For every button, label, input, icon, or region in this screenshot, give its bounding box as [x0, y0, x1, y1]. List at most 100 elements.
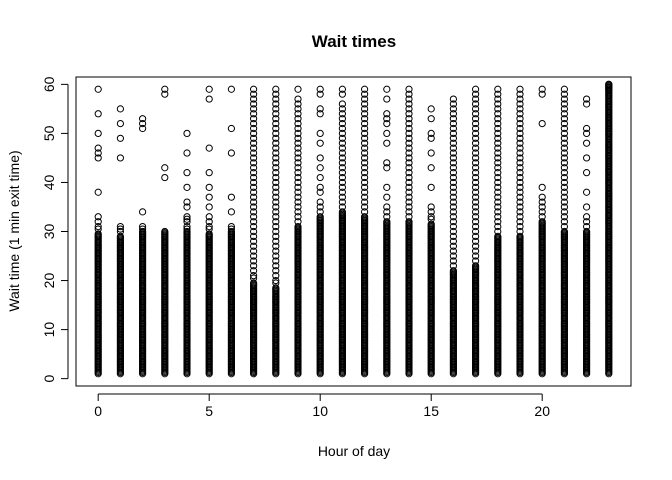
data-point-outlier — [494, 129, 502, 138]
data-point-outlier — [272, 272, 280, 280]
data-point-outlier — [560, 188, 569, 196]
data-point-outlier — [383, 193, 391, 201]
data-point-outlier — [272, 222, 280, 231]
data-point-outlier — [494, 178, 502, 187]
data-point-outlier — [449, 178, 457, 187]
data-point-outlier — [472, 193, 480, 201]
data-point-outlier — [583, 218, 591, 226]
data-point-outlier — [205, 169, 213, 177]
data-point-outlier — [560, 169, 569, 177]
data-point-outlier — [494, 173, 502, 182]
data-point — [361, 213, 369, 221]
data-point-outlier — [472, 90, 480, 98]
data-point-outlier — [449, 208, 457, 216]
data-point-outlier — [516, 90, 524, 98]
x-axis-label: Hour of day — [318, 443, 390, 459]
data-point-outlier — [250, 272, 258, 280]
data-point-outlier — [472, 115, 480, 123]
data-point-outlier — [294, 85, 302, 93]
data-point-outlier — [316, 90, 324, 98]
data-point-outlier — [472, 203, 480, 211]
data-point-outlier — [383, 119, 391, 128]
data-point-outlier — [405, 173, 413, 182]
data-point-outlier — [560, 218, 569, 226]
data-point — [583, 227, 591, 236]
data-point-outlier — [205, 95, 213, 103]
data-point-outlier — [472, 183, 480, 191]
data-point-outlier — [205, 144, 213, 152]
data-point-outlier — [560, 173, 569, 182]
data-point-outlier — [338, 90, 346, 98]
data-point-outlier — [560, 90, 569, 98]
data-point-outlier — [272, 105, 280, 113]
data-point-outlier — [449, 222, 457, 231]
data-point-outlier — [449, 193, 457, 201]
data-point-outlier — [383, 164, 391, 172]
data-point-outlier — [560, 208, 569, 216]
data-point — [338, 208, 346, 216]
data-point-outlier — [272, 193, 280, 201]
data-point-outlier — [250, 85, 258, 93]
data-point-outlier — [472, 173, 480, 182]
data-point — [472, 262, 480, 270]
data-point-outlier — [338, 173, 346, 182]
data-point-outlier — [472, 242, 480, 250]
data-point-outlier — [516, 193, 524, 201]
data-point-outlier — [250, 119, 258, 128]
data-point-outlier — [294, 149, 302, 157]
data-point-outlier — [250, 169, 258, 177]
data-point-outlier — [94, 218, 102, 226]
data-point-outlier — [449, 124, 457, 133]
data-point-outlier — [449, 252, 457, 260]
data-point-outlier — [316, 110, 324, 118]
data-point-outlier — [516, 115, 524, 123]
data-point-outlier — [516, 154, 524, 162]
data-point-outlier — [405, 164, 413, 172]
data-point-outlier — [361, 203, 369, 211]
data-point-outlier — [516, 203, 524, 211]
data-point-outlier — [294, 193, 302, 201]
data-point-outlier — [472, 252, 480, 260]
data-point-outlier — [250, 144, 258, 152]
data-point-outlier — [449, 164, 457, 172]
data-point-outlier — [494, 139, 502, 147]
data-point-outlier — [272, 90, 280, 98]
data-point-outlier — [405, 95, 413, 103]
data-point-outlier — [316, 164, 324, 172]
data-point-outlier — [250, 227, 258, 236]
data-point-outlier — [161, 173, 169, 182]
data-point-outlier — [250, 183, 258, 191]
data-point-outlier — [472, 95, 480, 103]
data-point-outlier — [383, 208, 391, 216]
data-point-outlier — [538, 198, 546, 206]
data-point-outlier — [183, 129, 191, 138]
data-point-outlier — [560, 110, 569, 118]
data-point — [449, 267, 457, 275]
data-point-outlier — [294, 95, 302, 103]
data-point-outlier — [338, 193, 346, 201]
data-point-outlier — [205, 203, 213, 211]
data-point-outlier — [494, 203, 502, 211]
data-point-outlier — [405, 154, 413, 162]
data-point-outlier — [516, 144, 524, 152]
data-point-outlier — [472, 164, 480, 172]
data-point-outlier — [161, 90, 169, 98]
data-point-outlier — [538, 213, 546, 221]
data-point-outlier — [583, 100, 591, 108]
data-point-outlier — [338, 119, 346, 128]
data-point-outlier — [94, 144, 102, 152]
data-point-outlier — [294, 124, 302, 133]
data-point-outlier — [272, 267, 280, 275]
data-point-outlier — [383, 183, 391, 191]
data-point-outlier — [449, 154, 457, 162]
data-point-outlier — [139, 119, 147, 128]
data-point-outlier — [472, 257, 480, 265]
data-point-outlier — [494, 154, 502, 162]
data-point-outlier — [294, 100, 302, 108]
data-point-outlier — [338, 100, 346, 108]
data-point-outlier — [272, 129, 280, 138]
data-point-outlier — [405, 169, 413, 177]
data-point-outlier — [94, 154, 102, 162]
data-point-outlier — [449, 134, 457, 142]
data-point-outlier — [494, 218, 502, 226]
